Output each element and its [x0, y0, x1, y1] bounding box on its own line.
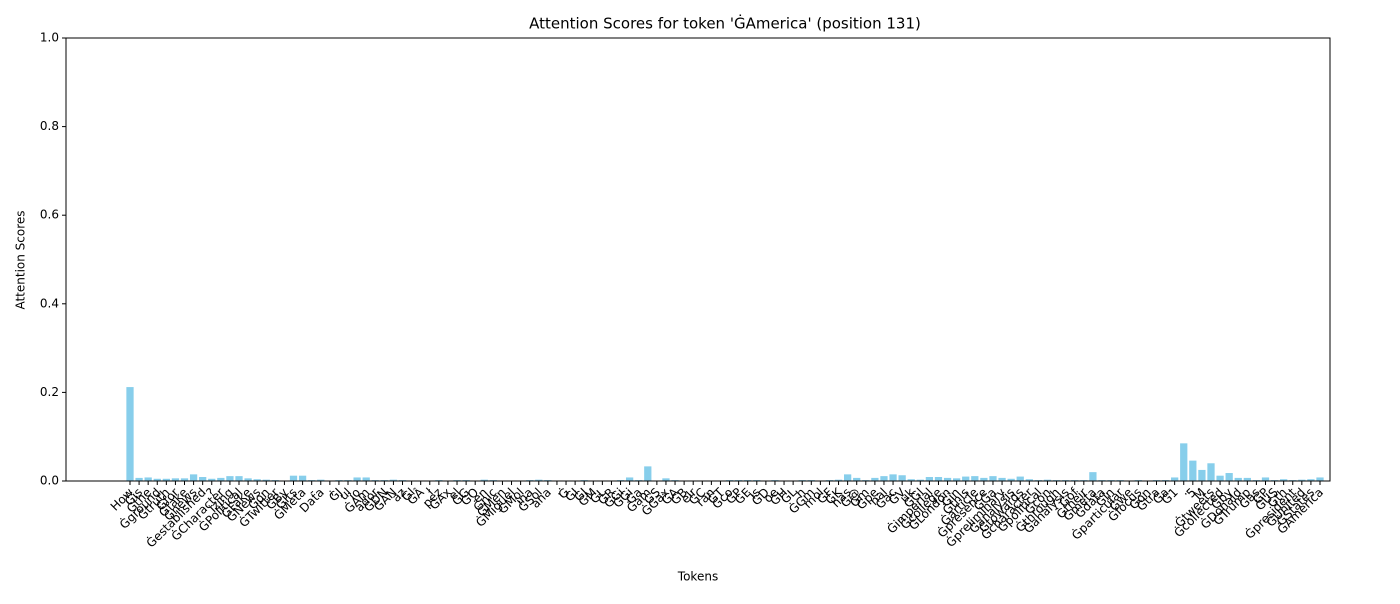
bar [971, 476, 978, 481]
bar [1262, 477, 1269, 481]
x-axis-label: Tokens [677, 570, 718, 584]
bar [889, 474, 896, 481]
bar [844, 474, 851, 481]
bar [880, 476, 887, 481]
bar [1207, 463, 1214, 481]
bar [926, 477, 933, 481]
bar [299, 476, 306, 481]
bar [935, 477, 942, 481]
plot-frame [66, 38, 1330, 481]
y-tick-label: 0.2 [40, 385, 59, 399]
bar [1316, 477, 1323, 481]
bar [199, 477, 206, 481]
bar [190, 474, 197, 481]
bar [353, 477, 360, 481]
y-tick-label: 0.8 [40, 119, 59, 133]
bar [962, 477, 969, 481]
y-tick-label: 0.4 [40, 296, 59, 310]
bar [145, 477, 152, 481]
bar [226, 476, 233, 481]
bar [1171, 477, 1178, 481]
bar [1226, 473, 1233, 481]
bar [290, 476, 297, 481]
bar [235, 476, 242, 481]
bar [363, 477, 370, 481]
y-axis-label: Attention Scores [14, 210, 28, 309]
bar [989, 476, 996, 481]
bar [126, 387, 133, 481]
y-tick-label: 0.6 [40, 208, 59, 222]
bar [1017, 477, 1024, 481]
bar [1216, 476, 1223, 481]
bar [1089, 472, 1096, 481]
bar [899, 475, 906, 481]
y-tick-label: 1.0 [40, 31, 59, 45]
chart-title: Attention Scores for token 'ĠAmerica' (p… [529, 14, 921, 33]
bar [644, 466, 651, 481]
bar [626, 477, 633, 481]
bar [1189, 461, 1196, 481]
y-tick-label: 0.0 [40, 474, 59, 488]
bar [1180, 443, 1187, 481]
bar [1198, 470, 1205, 481]
